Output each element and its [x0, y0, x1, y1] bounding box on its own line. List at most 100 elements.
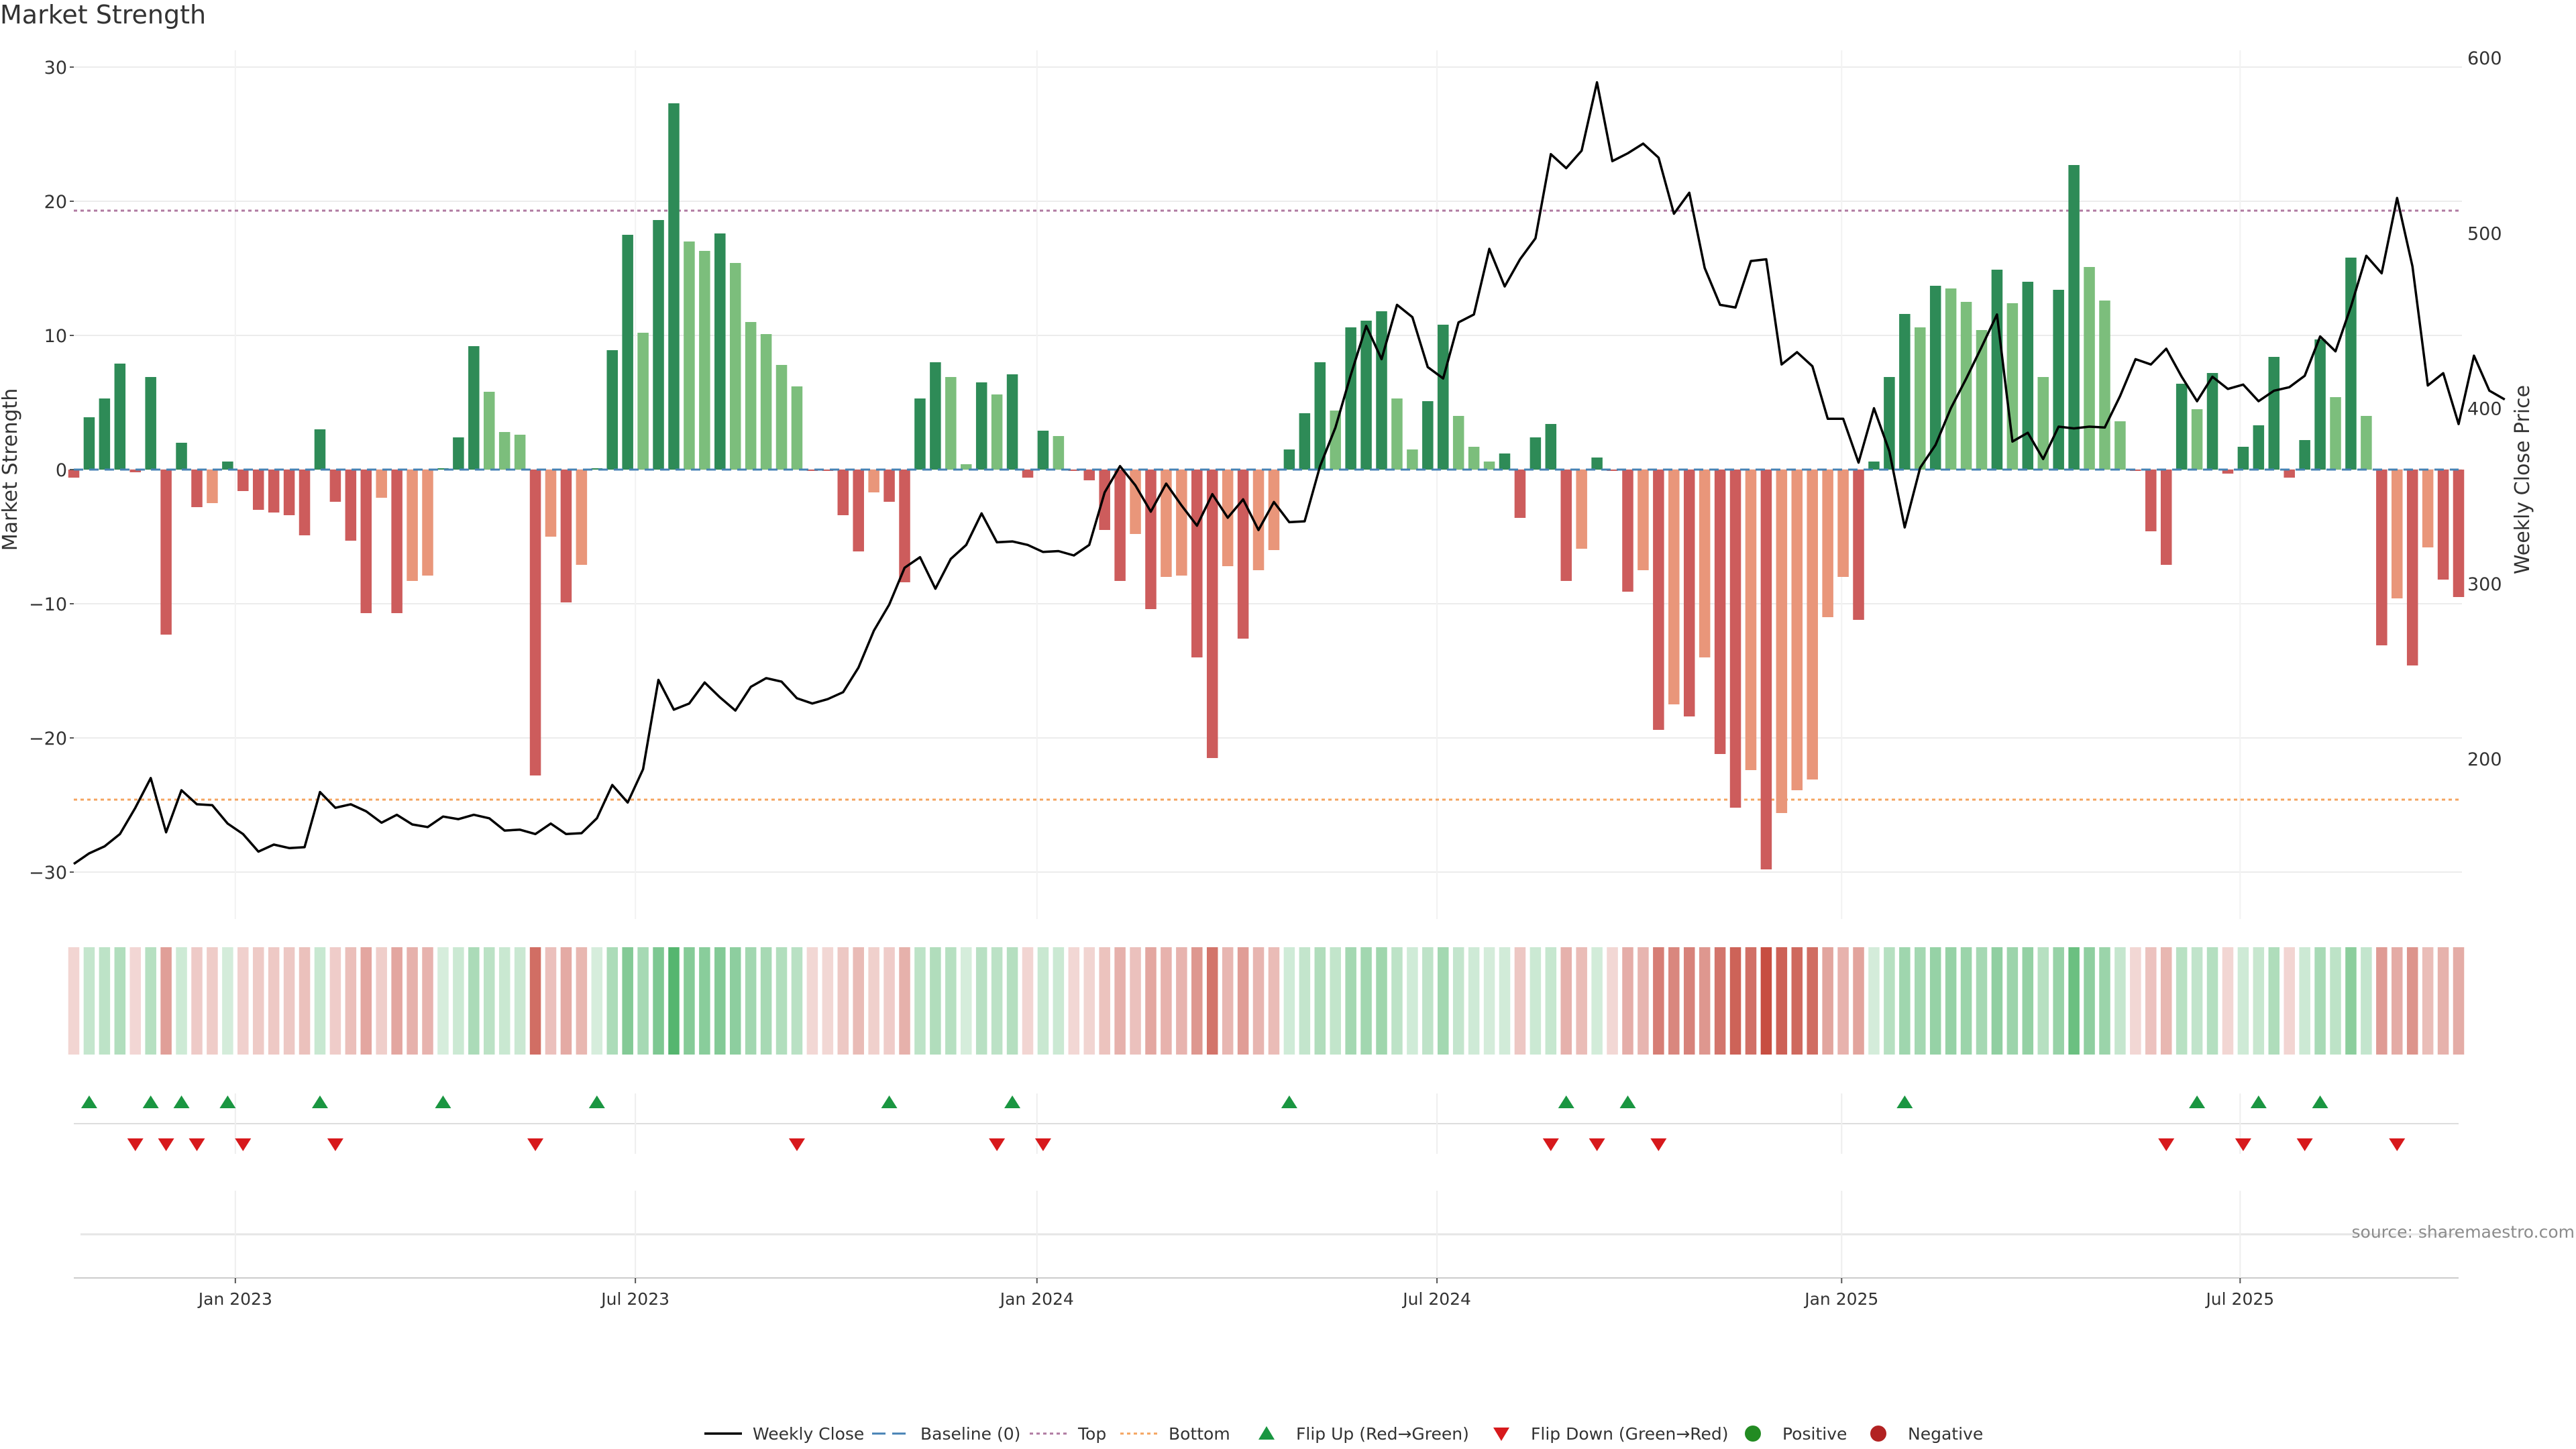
- heat-strip-cell: [2176, 947, 2188, 1055]
- legend-swatch-negative: [1870, 1426, 1886, 1442]
- x-tick-label: Jan 2024: [999, 1289, 1074, 1309]
- strength-bar: [268, 470, 280, 513]
- strength-bar: [1545, 424, 1557, 470]
- strength-bar: [1376, 311, 1387, 470]
- strength-bar: [1915, 327, 1926, 470]
- heat-strip-cell: [899, 947, 910, 1055]
- strength-bar: [2392, 470, 2403, 598]
- strength-bar: [160, 470, 172, 635]
- strength-bar: [99, 398, 111, 470]
- strength-bar: [576, 470, 588, 565]
- heat-strip-cell: [868, 947, 879, 1055]
- strength-bar: [222, 462, 233, 470]
- strength-bar: [2053, 290, 2064, 470]
- heat-strip-cell: [1915, 947, 1926, 1055]
- strength-bar: [1837, 470, 1849, 577]
- strength-bar: [1776, 470, 1788, 813]
- y-tick-label: 20: [44, 192, 67, 213]
- flip-down-marker: [1034, 1138, 1051, 1151]
- strength-bar: [1899, 314, 1911, 470]
- heat-strip-cell: [114, 947, 126, 1055]
- heat-strip-cell: [1545, 947, 1557, 1055]
- strength-bar: [2084, 267, 2095, 470]
- heat-strip-cell: [1191, 947, 1203, 1055]
- heat-strip-cell: [1299, 947, 1311, 1055]
- strength-bar: [1083, 470, 1095, 480]
- heat-strip-cell: [329, 947, 341, 1055]
- strength-bar: [622, 235, 633, 470]
- strength-bar: [2406, 470, 2418, 665]
- chart-title: Market Strength: [0, 0, 207, 30]
- strength-bar: [329, 470, 341, 502]
- heat-strip-cell: [268, 947, 280, 1055]
- y-tick-label: 30: [44, 58, 67, 78]
- strength-bar: [484, 392, 495, 470]
- heat-strip-cell: [2145, 947, 2157, 1055]
- flip-up-marker: [1281, 1095, 1297, 1108]
- flip-up-marker: [1896, 1095, 1913, 1108]
- strength-bar: [1468, 447, 1480, 470]
- heat-strip-cell: [1853, 947, 1864, 1055]
- strength-bar: [1022, 470, 1034, 478]
- strength-bar: [453, 437, 464, 470]
- heat-strip-cell: [1083, 947, 1095, 1055]
- heat-strip-cell: [2037, 947, 2049, 1055]
- heat-strip-cell: [622, 947, 633, 1055]
- heat-strip-cell: [2160, 947, 2172, 1055]
- heat-strip-cell: [775, 947, 788, 1055]
- strength-bar: [1483, 462, 1495, 470]
- heat-strip-cell: [1376, 947, 1387, 1055]
- heat-strip-cell: [668, 947, 680, 1055]
- strength-bar: [1314, 362, 1326, 470]
- strength-bar: [1299, 413, 1311, 470]
- heat-strip-cell: [1006, 947, 1018, 1055]
- flip-up-marker: [219, 1095, 236, 1108]
- heat-strip-cell: [252, 947, 264, 1055]
- heat-strip-cell: [606, 947, 618, 1055]
- strength-bar: [83, 417, 95, 470]
- legend-label: Flip Up (Red→Green): [1296, 1424, 1469, 1444]
- heat-strip-cell: [498, 947, 511, 1055]
- strength-bar: [806, 470, 818, 471]
- legend-label: Baseline (0): [920, 1424, 1020, 1444]
- strength-bar: [237, 470, 249, 491]
- strength-bar: [1237, 470, 1249, 639]
- heat-strip-cell: [1591, 947, 1603, 1055]
- x-tick-label: Jul 2025: [2204, 1289, 2274, 1309]
- flip-up-marker: [80, 1095, 97, 1108]
- strength-bar: [129, 470, 141, 472]
- heat-strip-cell: [376, 947, 387, 1055]
- flip-up-marker: [1558, 1095, 1574, 1108]
- strength-bar: [930, 362, 941, 470]
- strength-bar: [283, 470, 295, 515]
- heat-strip-cell: [729, 947, 741, 1055]
- strength-bar: [2284, 470, 2295, 478]
- heat-strip-cell: [1099, 947, 1110, 1055]
- heat-strip-cell: [1945, 947, 1957, 1055]
- heat-strip-cell: [160, 947, 172, 1055]
- strength-bar: [1714, 470, 1726, 754]
- heat-strip-cell: [791, 947, 803, 1055]
- heat-strip-cell: [1729, 947, 1741, 1055]
- flip-up-marker: [588, 1095, 605, 1108]
- legend-swatch-flip-down: [1493, 1428, 1509, 1441]
- heat-strip-cell: [1745, 947, 1757, 1055]
- flip-down-marker: [1542, 1138, 1559, 1151]
- strength-bar: [637, 333, 649, 470]
- heat-strip-cell: [1314, 947, 1326, 1055]
- strength-bar: [1960, 302, 1972, 470]
- flip-up-marker: [2250, 1095, 2267, 1108]
- heat-strip-cell: [975, 947, 987, 1055]
- strength-bar: [2314, 339, 2326, 470]
- y-tick-label: −20: [29, 729, 67, 749]
- heat-strip-cell: [1407, 947, 1418, 1055]
- strength-bar: [1622, 470, 1633, 592]
- strength-bar: [468, 346, 480, 470]
- flip-up-marker: [2312, 1095, 2328, 1108]
- heat-strip-cell: [1991, 947, 2003, 1055]
- strength-bar: [1499, 453, 1511, 470]
- strength-bar: [1514, 470, 1526, 518]
- strength-bar: [1407, 449, 1418, 470]
- legend-label: Flip Down (Green→Red): [1531, 1424, 1729, 1444]
- flip-down-marker: [235, 1138, 252, 1151]
